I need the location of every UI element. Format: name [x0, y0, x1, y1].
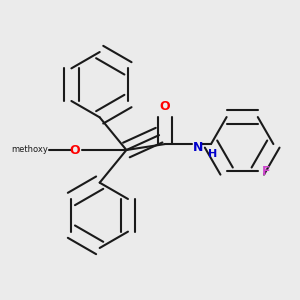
Text: F: F: [262, 165, 271, 178]
Text: O: O: [70, 143, 80, 157]
Text: H: H: [208, 149, 217, 160]
Text: methoxy: methoxy: [11, 146, 48, 154]
Text: O: O: [160, 100, 170, 113]
Text: N: N: [193, 140, 204, 154]
